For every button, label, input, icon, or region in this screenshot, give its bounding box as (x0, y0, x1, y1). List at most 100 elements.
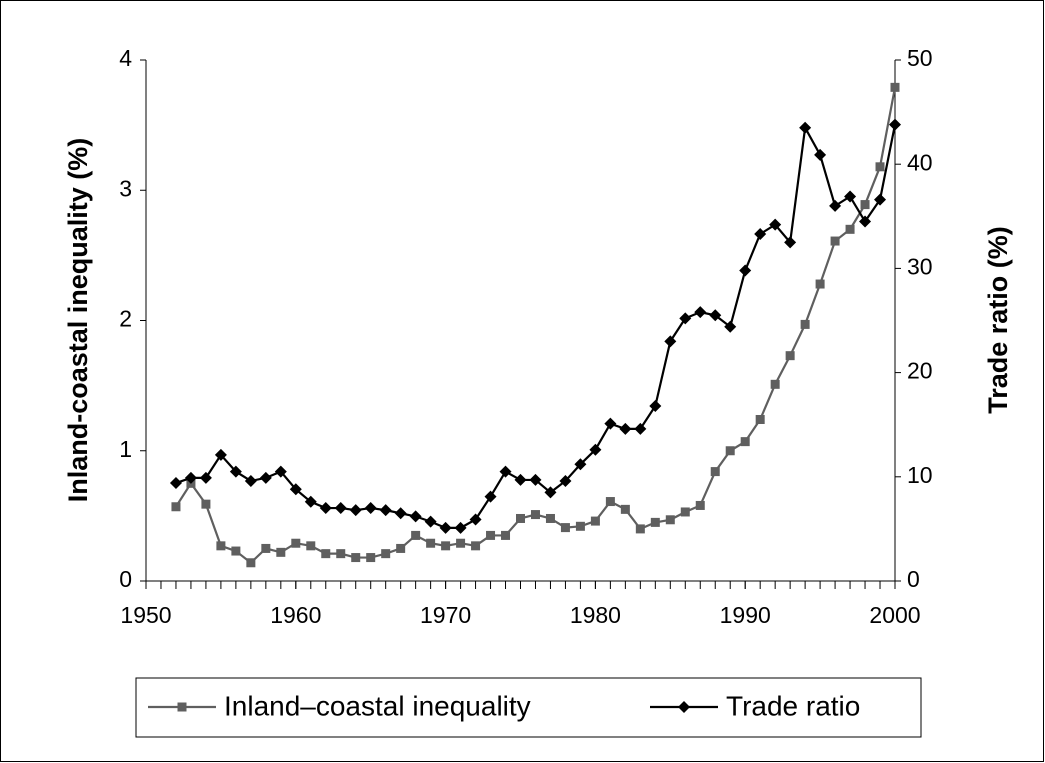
data-point (381, 549, 391, 559)
data-point (214, 448, 227, 461)
data-point (351, 553, 361, 563)
data-point (874, 193, 887, 206)
data-point (291, 538, 301, 548)
x-tick-label: 1980 (570, 602, 621, 628)
data-point (769, 218, 782, 231)
data-point (199, 471, 212, 484)
data-point (785, 351, 795, 361)
legend-label: Inland–coastal inequality (224, 690, 531, 721)
data-point (306, 541, 316, 551)
y2-tick-label: 50 (907, 45, 933, 71)
legend-marker (678, 701, 690, 713)
y2-axis-title: Trade ratio (%) (983, 226, 1013, 414)
data-point (486, 530, 496, 540)
data-point (201, 499, 211, 509)
data-point (304, 495, 317, 508)
data-point (845, 224, 855, 234)
y-tick-label: 2 (119, 306, 132, 332)
data-point (604, 417, 617, 430)
data-point (800, 319, 810, 329)
x-tick-label: 1950 (120, 602, 171, 628)
data-point (289, 483, 302, 496)
data-point (169, 477, 182, 490)
data-point (859, 215, 872, 228)
data-point (456, 538, 466, 548)
data-point (229, 465, 242, 478)
data-point (680, 507, 690, 517)
data-point (471, 541, 481, 551)
data-point (740, 437, 750, 447)
data-point (499, 465, 512, 478)
data-point (231, 546, 241, 556)
data-point (424, 515, 437, 528)
data-point (409, 510, 422, 523)
data-point (694, 306, 707, 319)
data-point (454, 521, 467, 534)
data-point (724, 320, 737, 333)
data-point (379, 504, 392, 517)
data-point (605, 497, 615, 507)
data-point (319, 502, 332, 515)
data-point (770, 379, 780, 389)
data-point (695, 500, 705, 510)
data-point (649, 399, 662, 412)
data-point (844, 190, 857, 203)
data-point (560, 523, 570, 533)
data-point (799, 121, 812, 134)
data-point (559, 474, 572, 487)
data-point (484, 490, 497, 503)
data-point (394, 507, 407, 520)
y2-tick-label: 20 (907, 358, 933, 384)
data-point (334, 502, 347, 515)
legend-box (135, 677, 922, 738)
data-point (709, 309, 722, 322)
legend-label: Trade ratio (726, 690, 860, 721)
data-point (589, 443, 602, 456)
data-point (396, 543, 406, 553)
data-point (635, 524, 645, 534)
data-point (514, 473, 527, 486)
data-point (439, 521, 452, 534)
x-tick-label: 1960 (270, 602, 321, 628)
data-point (544, 486, 557, 499)
y-axis-title: Inland-coastal inequality (%) (63, 138, 93, 503)
data-point (815, 279, 825, 289)
data-point (575, 521, 585, 531)
data-point (441, 541, 451, 551)
data-point (336, 549, 346, 559)
data-point (244, 474, 257, 487)
data-point (860, 200, 870, 210)
data-point (184, 471, 197, 484)
data-point (276, 547, 286, 557)
data-point (259, 471, 272, 484)
y-tick-label: 1 (119, 436, 132, 462)
data-point (890, 82, 900, 92)
data-point (529, 473, 542, 486)
data-point (620, 504, 630, 514)
y-tick-label: 3 (119, 175, 132, 201)
y-tick-label: 4 (119, 45, 132, 71)
data-point (650, 517, 660, 527)
data-point (814, 148, 827, 161)
data-point (261, 543, 271, 553)
data-point (755, 414, 765, 424)
data-point (501, 530, 511, 540)
data-point (545, 513, 555, 523)
data-point (246, 558, 256, 568)
legend-marker (177, 702, 187, 712)
y2-tick-label: 10 (907, 462, 933, 488)
data-point (516, 513, 525, 523)
y-tick-label: 0 (119, 566, 132, 592)
data-point (875, 162, 885, 172)
x-tick-label: 1990 (720, 602, 771, 628)
data-point (619, 422, 632, 435)
data-point (321, 549, 331, 559)
data-point (829, 199, 842, 212)
y2-tick-label: 30 (907, 253, 933, 279)
data-point (710, 467, 720, 477)
data-point (830, 236, 840, 246)
y2-tick-label: 0 (907, 566, 920, 592)
data-point (216, 541, 226, 551)
